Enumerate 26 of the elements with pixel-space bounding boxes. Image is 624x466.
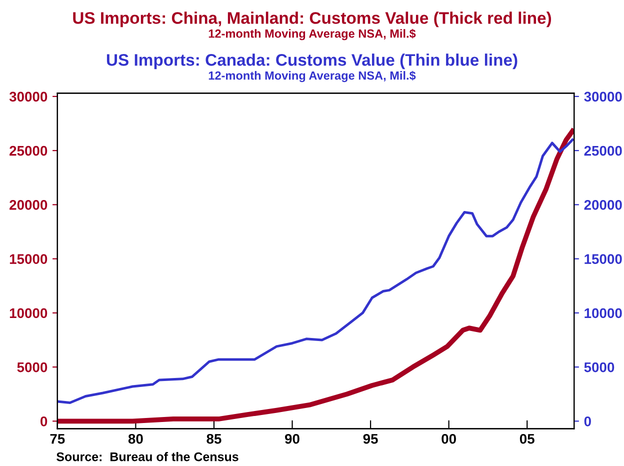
chart-subtitle: 12-month Moving Average NSA, Mil.$: [208, 28, 416, 40]
source-note: Source: Bureau of the Census: [56, 452, 238, 462]
y2-tick-label: 15000: [584, 254, 622, 264]
y-tick-label: 10000: [10, 308, 48, 318]
y2-tick-label: 10000: [584, 308, 622, 318]
y2-tick-label: 25000: [584, 146, 622, 156]
text: US Imports: Canada: Customs Value (Thin blue line): [106, 54, 518, 70]
y2-tick-label: 0: [584, 416, 591, 426]
y-tick-label: 0: [40, 416, 48, 426]
y-tick-label: 25000: [10, 146, 48, 156]
y2-tick-label: 5000: [584, 362, 614, 372]
chart-title: US Imports: China, Mainland: Customs Value (Thick red line): [73, 12, 552, 28]
y-tick-label: 15000: [10, 254, 48, 264]
x-tick-label: 00: [442, 434, 456, 444]
x-tick-label: 80: [128, 434, 143, 444]
x-tick-label: 85: [206, 434, 222, 444]
x-tick-label: 95: [363, 434, 378, 444]
y-tick-label: 30000: [9, 92, 48, 102]
x-tick-label: 90: [285, 434, 300, 444]
y-tick-label: 20000: [10, 200, 48, 210]
y2-tick-label: 20000: [584, 200, 622, 210]
x-tick-label: 75: [50, 434, 65, 444]
text: 12-month Moving Average NSA, Mil.$: [208, 70, 416, 82]
y2-tick-label: 30000: [584, 92, 622, 102]
x-tick-label: 05: [520, 434, 534, 444]
y-tick-label: 5000: [17, 362, 48, 372]
